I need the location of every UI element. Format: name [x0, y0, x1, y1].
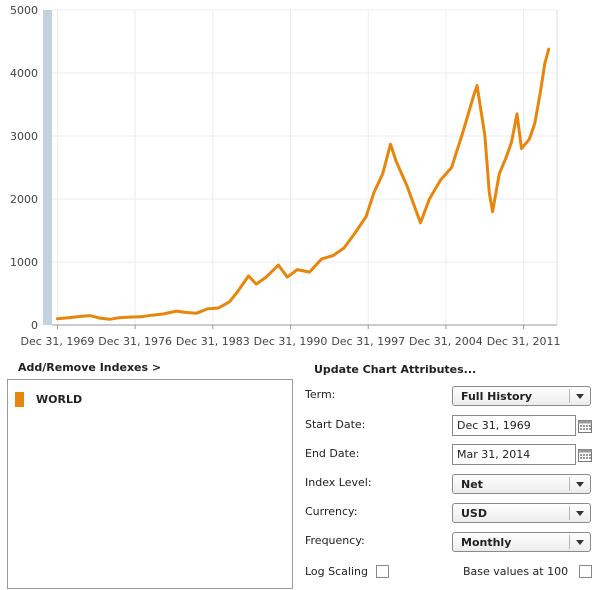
term-select-value: Full History: [461, 390, 533, 403]
chart-area: 0 1000 2000 3000 4000 5000 Dec 31, 1969 Dec 31,…: [10, 4, 561, 348]
index-list-panel: WORLD: [7, 379, 293, 589]
chevron-down-icon: [576, 540, 584, 545]
term-select[interactable]: Full History: [452, 386, 591, 406]
start-date-input[interactable]: Dec 31, 1969: [452, 415, 576, 436]
x-tick-label: Dec 31, 1983: [176, 335, 250, 348]
chevron-down-icon: [576, 394, 584, 399]
range-slider-bar: [43, 10, 52, 325]
index-level-label: Index Level:: [305, 476, 372, 489]
base-values-label: Base values at 100: [463, 565, 569, 578]
select-divider: [569, 506, 570, 520]
select-divider: [569, 389, 570, 403]
currency-select-value: USD: [461, 507, 487, 520]
y-tick-label: 3000: [10, 130, 38, 143]
calendar-icon[interactable]: [578, 419, 592, 433]
y-tick-label: 1000: [10, 256, 38, 269]
x-tick-label: Dec 31, 2004: [409, 335, 483, 348]
x-tick-label: Dec 31, 1969: [21, 335, 95, 348]
x-tick-label: Dec 31, 1997: [331, 335, 405, 348]
log-scaling-checkbox[interactable]: [376, 565, 389, 578]
chevron-down-icon: [576, 482, 584, 487]
index-level-select-value: Net: [461, 478, 483, 491]
select-divider: [569, 477, 570, 491]
frequency-select-value: Monthly: [461, 536, 512, 549]
calendar-icon[interactable]: [578, 448, 592, 462]
y-tick-label: 0: [31, 319, 38, 332]
currency-label: Currency:: [305, 505, 358, 518]
end-date-input[interactable]: Mar 31, 2014: [452, 444, 576, 465]
end-date-label: End Date:: [305, 447, 360, 460]
add-remove-indexes-link[interactable]: Add/Remove Indexes >: [18, 361, 162, 374]
start-date-label: Start Date:: [305, 418, 366, 431]
index-label: WORLD: [36, 393, 83, 406]
plot-background: [52, 10, 557, 325]
index-item-world[interactable]: WORLD: [15, 392, 82, 407]
y-tick-label: 5000: [10, 4, 38, 17]
currency-select[interactable]: USD: [452, 503, 591, 523]
select-divider: [569, 535, 570, 549]
frequency-label: Frequency:: [305, 534, 365, 547]
frequency-select[interactable]: Monthly: [452, 532, 591, 552]
y-tick-label: 4000: [10, 67, 38, 80]
x-tick-label: Dec 31, 1976: [98, 335, 172, 348]
chevron-down-icon: [576, 511, 584, 516]
update-chart-attributes-link[interactable]: Update Chart Attributes...: [314, 363, 477, 376]
x-tick-label: Dec 31, 2011: [487, 335, 561, 348]
series-line-world: [55, 47, 551, 321]
base-values-checkbox[interactable]: [579, 565, 592, 578]
series-color-swatch: [15, 392, 24, 407]
index-level-select[interactable]: Net: [452, 474, 591, 494]
x-tick-label: Dec 31, 1990: [254, 335, 328, 348]
log-scaling-label: Log Scaling: [305, 565, 368, 578]
term-label: Term:: [305, 388, 336, 401]
y-tick-label: 2000: [10, 193, 38, 206]
